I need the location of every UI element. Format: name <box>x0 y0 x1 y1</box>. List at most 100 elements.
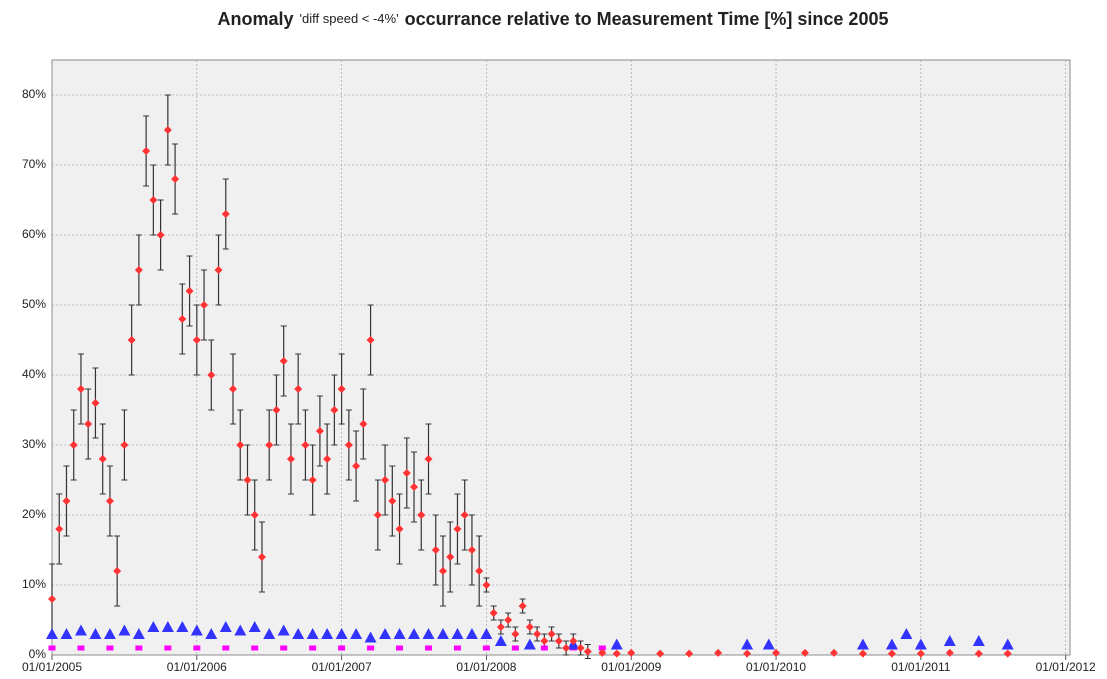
data-point <box>294 385 303 393</box>
data-point <box>410 483 419 491</box>
x-tick-label: 01/01/2007 <box>312 660 372 674</box>
data-point <box>627 648 636 657</box>
data-point <box>425 645 433 651</box>
data-point <box>221 210 230 218</box>
data-point <box>569 637 578 645</box>
data-point <box>422 628 435 639</box>
data-point <box>161 621 174 632</box>
data-point <box>120 441 129 449</box>
data-point <box>431 546 440 554</box>
data-point <box>236 441 245 449</box>
data-point <box>612 649 621 658</box>
data-point <box>127 336 136 344</box>
data-point <box>135 645 143 651</box>
data-point <box>48 645 56 651</box>
data-point <box>900 628 913 639</box>
data-point <box>257 553 266 561</box>
y-tick-label: 80% <box>22 87 46 101</box>
data-point <box>205 628 218 639</box>
y-tick-label: 30% <box>22 437 46 451</box>
data-point <box>134 266 143 274</box>
data-point <box>373 511 382 519</box>
data-point <box>887 649 896 658</box>
data-point <box>366 336 375 344</box>
data-point <box>142 147 151 155</box>
data-point <box>222 645 230 651</box>
data-point <box>496 623 505 631</box>
data-point <box>103 628 116 639</box>
data-point <box>523 638 536 650</box>
data-point <box>381 476 390 484</box>
data-point <box>272 406 281 414</box>
data-point <box>301 441 310 449</box>
data-point <box>323 455 332 463</box>
data-point <box>185 287 194 295</box>
data-point <box>60 628 73 639</box>
data-point <box>193 645 201 651</box>
data-point <box>147 621 160 632</box>
title-part: occurrance relative to Measurement Time … <box>405 9 889 29</box>
data-point <box>460 511 469 519</box>
y-tick-label: 0% <box>29 647 47 661</box>
data-point <box>149 196 158 204</box>
data-point <box>533 630 542 638</box>
y-tick-label: 40% <box>22 367 46 381</box>
data-point <box>453 525 462 533</box>
data-point <box>132 628 145 639</box>
data-point <box>972 635 985 646</box>
data-point <box>511 645 519 651</box>
data-point <box>178 315 187 323</box>
data-point <box>243 476 252 484</box>
data-point <box>315 427 324 435</box>
data-point <box>359 420 368 428</box>
data-point <box>743 649 752 658</box>
data-point <box>337 385 346 393</box>
data-point <box>219 621 232 632</box>
data-point <box>234 624 247 636</box>
data-point <box>395 525 404 533</box>
data-point <box>974 649 983 658</box>
data-point <box>69 441 78 449</box>
data-point <box>286 455 295 463</box>
data-point <box>105 497 114 505</box>
data-point <box>171 175 180 183</box>
data-point <box>762 638 775 650</box>
data-point <box>91 399 100 407</box>
data-point <box>417 511 426 519</box>
data-point <box>480 628 493 639</box>
data-point <box>482 581 491 589</box>
data-point <box>251 645 259 651</box>
data-point <box>338 645 346 651</box>
x-tick-label: 01/01/2012 <box>1036 660 1096 674</box>
data-point <box>436 628 449 639</box>
data-point <box>277 624 290 636</box>
data-point <box>858 649 867 658</box>
data-point <box>321 628 334 639</box>
data-point <box>118 624 131 636</box>
data-point <box>367 645 375 651</box>
data-point <box>350 628 363 639</box>
data-point <box>190 624 203 636</box>
data-point <box>364 631 377 643</box>
data-point <box>214 266 223 274</box>
data-point <box>583 647 592 656</box>
data-point <box>388 497 397 505</box>
data-point <box>279 357 288 365</box>
data-point <box>446 553 455 561</box>
data-point <box>62 497 71 505</box>
data-point <box>482 645 490 651</box>
data-point <box>250 511 259 519</box>
data-point <box>465 628 478 639</box>
data-point <box>192 336 201 344</box>
data-point <box>598 645 606 651</box>
data-point <box>885 638 898 650</box>
data-point <box>77 645 85 651</box>
data-point <box>98 455 107 463</box>
data-point <box>801 648 810 657</box>
data-point <box>489 609 498 617</box>
data-point <box>856 638 869 650</box>
data-point <box>84 420 93 428</box>
data-point <box>1003 649 1012 658</box>
data-point <box>451 628 464 639</box>
data-point <box>945 648 954 657</box>
